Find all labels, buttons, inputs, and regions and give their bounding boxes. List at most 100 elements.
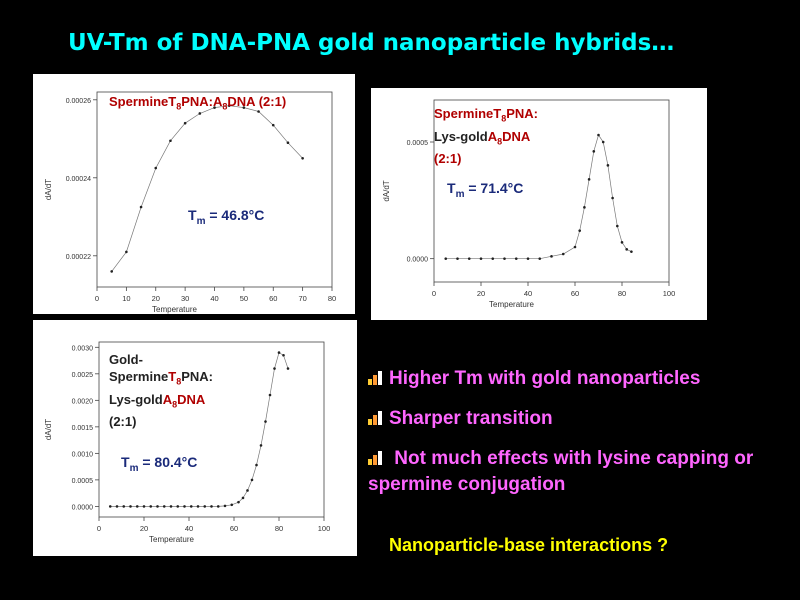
x-tick-label: 100 (663, 289, 676, 298)
x-tick-label: 20 (152, 294, 160, 303)
data-point (456, 257, 459, 260)
data-point (503, 257, 506, 260)
bullet-item-2: Sharper transition (368, 406, 798, 432)
x-tick-label: 0 (97, 524, 101, 533)
data-point (176, 505, 180, 508)
data-point (227, 104, 231, 107)
x-tick-label: 60 (230, 524, 238, 533)
data-point (196, 505, 200, 508)
x-tick-label: 0 (95, 294, 99, 303)
x-tick-label: 40 (210, 294, 218, 303)
x-tick-label: 80 (328, 294, 336, 303)
x-axis-label: Temperature (152, 305, 197, 314)
y-axis-label: dA/dT (44, 179, 53, 200)
data-point (203, 505, 207, 508)
data-point (169, 139, 172, 143)
x-tick-label: 70 (298, 294, 306, 303)
chart-1-tm-label: Tm = 46.8°C (188, 207, 265, 227)
data-point (286, 367, 290, 370)
data-point (526, 257, 530, 260)
data-point (241, 496, 245, 500)
series-line (111, 105, 303, 272)
data-point (620, 241, 624, 244)
data-point (246, 489, 249, 492)
data-point (223, 504, 227, 508)
x-tick-label: 50 (240, 294, 248, 303)
data-point (268, 393, 272, 397)
chart-3-tm-label: Tm = 80.4°C (121, 454, 198, 474)
data-point (183, 121, 187, 125)
data-point (142, 505, 146, 508)
chart-panel-3: 0 20 40 60 80 100 0.0000 0.0005 0.0010 0.0015 0.00… (33, 320, 357, 556)
data-point (583, 206, 586, 209)
data-point (213, 106, 216, 109)
y-tick-label: 0.0000 (72, 504, 94, 511)
y-tick-label: 0.0025 (72, 372, 94, 379)
data-point (467, 257, 471, 260)
data-point (573, 245, 577, 249)
y-axis-label: dA/dT (44, 419, 53, 440)
data-point (115, 505, 119, 508)
data-point (616, 224, 619, 228)
slide-title: UV-Tm of DNA-PNA gold nanoparticle hybri… (68, 30, 675, 56)
data-point (259, 444, 263, 447)
data-point (139, 205, 143, 209)
data-point (129, 505, 132, 508)
data-point (125, 250, 128, 254)
data-point (301, 157, 304, 160)
data-point (230, 503, 234, 507)
x-tick-label: 0 (432, 289, 436, 298)
y-tick-label: 0.00024 (66, 176, 91, 183)
chart-panel-2: 0 20 40 60 80 100 0.0000 0.0005 Temperature dA/dT… (371, 88, 707, 320)
data-point (255, 463, 258, 467)
data-point (264, 420, 267, 423)
y-tick-label: 0.0005 (407, 140, 429, 147)
x-tick-label: 40 (185, 524, 193, 533)
chart-2-tm-label: Tm = 71.4°C (447, 180, 524, 200)
bullet-item-1: Higher Tm with gold nanoparticles (368, 366, 798, 392)
y-tick-label: 0.0030 (72, 345, 94, 352)
x-tick-label: 20 (477, 289, 485, 298)
data-point (242, 106, 246, 109)
chart-1-plot: 0 10 20 30 40 50 60 70 80 0.00022 0.00024 0.00026 Te… (44, 91, 336, 314)
x-tick-label: 60 (571, 289, 579, 298)
chart-3-plot: 0 20 40 60 80 100 0.0000 0.0005 0.0010 0.0015 0.00… (44, 341, 330, 544)
series-line (445, 134, 632, 260)
y-tick-label: 0.0015 (72, 425, 94, 432)
data-point (630, 250, 633, 253)
data-point (286, 141, 290, 144)
data-point (282, 353, 285, 357)
data-point (154, 166, 158, 170)
data-point (601, 140, 605, 144)
data-point (597, 133, 600, 137)
data-point (250, 478, 254, 482)
x-tick-label: 30 (181, 294, 189, 303)
bar-chart-icon (368, 371, 382, 385)
chart-3-annotation: Gold- SpermineT8PNA: Lys-goldA8DNA (2:1) (109, 352, 213, 430)
data-point (110, 270, 113, 273)
plot-frame (96, 91, 333, 288)
data-point (257, 110, 260, 113)
data-point (149, 505, 153, 508)
x-axis-label: Temperature (489, 300, 534, 309)
x-tick-label: 40 (524, 289, 532, 298)
bar-chart-icon (368, 411, 382, 425)
x-tick-label: 20 (140, 524, 148, 533)
data-point (611, 196, 614, 200)
x-axis-label: Temperature (149, 535, 194, 544)
y-tick-label: 0.0010 (72, 451, 94, 458)
x-tick-label: 80 (618, 289, 626, 298)
plot-frame (98, 341, 325, 518)
data-point (514, 257, 518, 260)
y-tick-label: 0.0005 (72, 478, 94, 485)
data-point (578, 229, 581, 232)
data-point (277, 351, 281, 354)
data-point (135, 505, 139, 508)
bullet-list: Higher Tm with gold nanoparticles Sharpe… (368, 366, 798, 512)
data-point (606, 164, 610, 167)
data-point (587, 178, 591, 181)
data-point (273, 367, 276, 370)
data-point (210, 505, 213, 508)
data-point (444, 257, 448, 260)
data-point (271, 123, 275, 127)
